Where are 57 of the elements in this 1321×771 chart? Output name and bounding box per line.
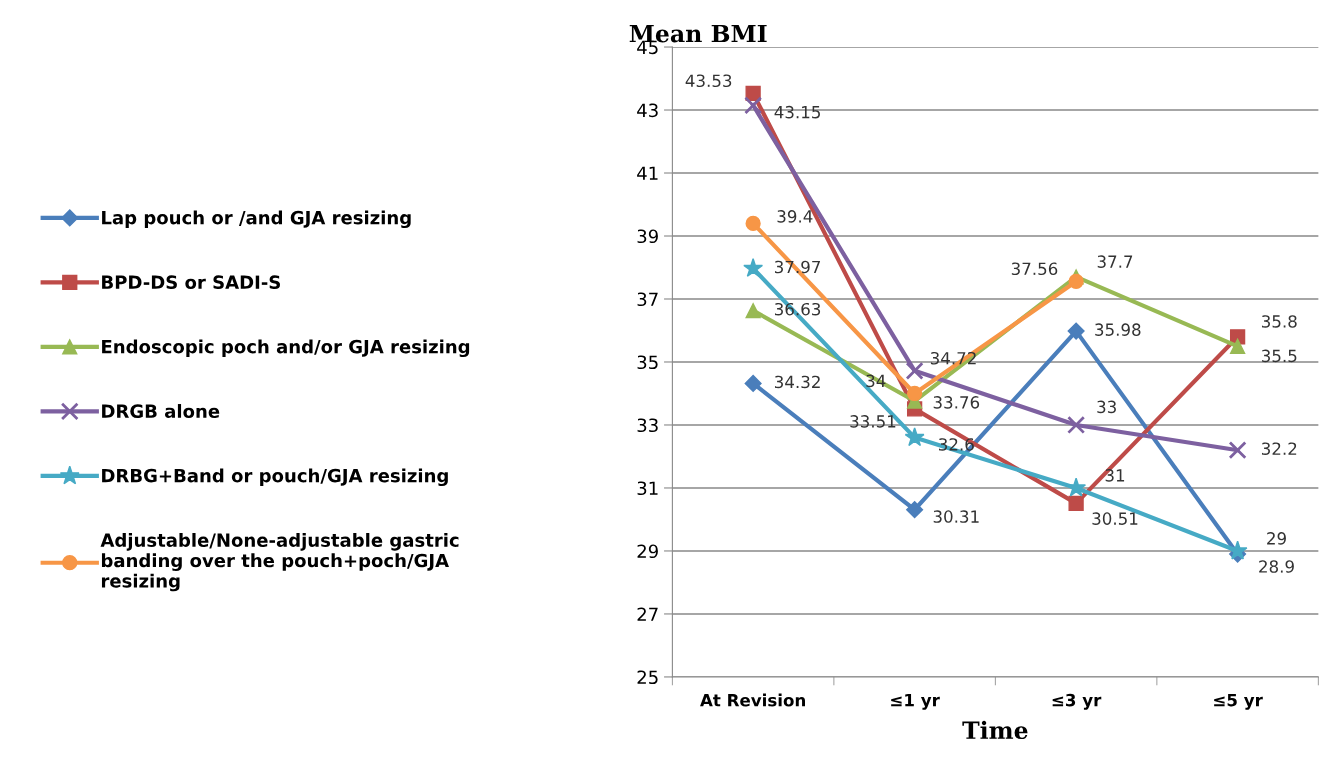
y-tick-label: 43 (637, 103, 658, 118)
legend-label: Adjustable/None-adjustable gastric banding over the pouch+poch/GJA resizing (100, 533, 459, 592)
data-label: 31 (1105, 469, 1125, 482)
data-label: 29 (1267, 532, 1286, 545)
x-tick-label: ≤3 yr (1052, 693, 1102, 710)
data-label: 35.8 (1261, 315, 1297, 328)
data-label: 39.4 (777, 210, 813, 223)
legend-label: DRBG+Band or pouch/GJA resizing (102, 468, 448, 487)
point (904, 427, 925, 447)
y-tick-label: 25 (637, 670, 658, 685)
legend-label: Lap pouch or /and GJA resizing (102, 210, 411, 229)
point (744, 374, 762, 392)
point (906, 501, 924, 519)
y-tick-label: 27 (637, 607, 658, 621)
y-tick-label: 37 (637, 292, 658, 307)
data-label: 34.32 (774, 375, 820, 389)
point (743, 258, 764, 278)
y-tick-label: 39 (637, 229, 658, 244)
legend-label: DRGB alone (102, 404, 220, 419)
point (745, 85, 761, 101)
y-tick-label: 35 (637, 355, 658, 370)
data-label: 28.9 (1259, 560, 1294, 573)
x-axis-title: Time (962, 720, 1028, 740)
data-label: 37.56 (1011, 262, 1058, 276)
point (1228, 441, 1247, 460)
y-tick-label: 29 (637, 544, 658, 559)
point (1229, 338, 1246, 354)
data-label: 37.7 (1097, 255, 1133, 268)
y-tick-label: 31 (637, 481, 658, 496)
point (1068, 495, 1084, 512)
data-label: 43.53 (685, 74, 732, 88)
x-tick-label: At Revision (700, 693, 805, 707)
data-label: 30.31 (933, 510, 979, 523)
y-tick-label: 33 (637, 418, 658, 433)
point (745, 215, 761, 232)
point (1068, 273, 1084, 289)
data-label: 32.2 (1261, 442, 1297, 456)
data-label: 35.98 (1095, 323, 1141, 336)
legend-label: BPD-DS or SADI-S (102, 275, 280, 290)
data-label: 33.51 (850, 415, 896, 428)
point (1066, 477, 1087, 497)
point (905, 361, 924, 380)
point (1067, 415, 1086, 434)
y-tick-label: 41 (637, 166, 658, 180)
data-label: 35.5 (1261, 349, 1297, 363)
point (745, 303, 761, 319)
legend-label: Endoscopic poch and/or GJA resizing (102, 339, 470, 358)
data-label: 33.76 (933, 396, 980, 409)
x-tick-label: ≤5 yr (1214, 693, 1263, 710)
data-label: 30.51 (1092, 512, 1138, 525)
point (1067, 322, 1085, 340)
point (744, 96, 763, 115)
data-label: 43.15 (774, 105, 820, 119)
data-label: 33 (1097, 400, 1116, 414)
point (906, 385, 923, 402)
x-tick-label: ≤1 yr (891, 693, 940, 710)
point (1227, 540, 1248, 560)
